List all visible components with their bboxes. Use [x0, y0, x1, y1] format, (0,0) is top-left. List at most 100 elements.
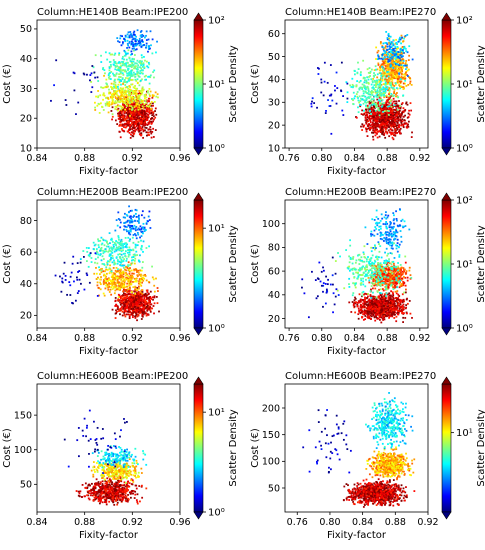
data-point [390, 72, 392, 75]
data-point [137, 306, 139, 309]
data-point [368, 112, 371, 115]
data-point [388, 37, 391, 40]
data-point [118, 76, 120, 78]
data-point [115, 69, 118, 71]
data-point [358, 81, 361, 84]
data-point [397, 311, 400, 314]
data-point [406, 124, 409, 127]
data-point [406, 69, 409, 72]
data-point [387, 119, 390, 122]
data-point [128, 112, 130, 115]
data-point [368, 116, 370, 119]
data-point [143, 295, 146, 298]
data-point [401, 49, 404, 51]
data-point [140, 64, 143, 66]
data-point [380, 129, 383, 132]
data-point [128, 123, 131, 126]
data-point [120, 65, 122, 67]
data-point [144, 115, 147, 118]
data-point [394, 47, 397, 50]
data-point [148, 45, 150, 47]
data-point [120, 119, 123, 122]
data-point [384, 56, 386, 59]
data-point [65, 104, 68, 106]
data-point [123, 243, 126, 245]
data-point [144, 126, 147, 129]
data-point [134, 103, 136, 106]
data-point [359, 86, 362, 89]
data-point [119, 118, 122, 121]
data-point [123, 222, 126, 224]
data-point [370, 115, 373, 118]
data-point [106, 58, 109, 61]
data-point [359, 100, 362, 102]
x-tick-label: 0.84 [26, 153, 47, 164]
data-point [125, 58, 128, 61]
data-point [124, 70, 126, 73]
data-point [361, 88, 364, 90]
data-point [96, 262, 99, 265]
data-point [120, 108, 123, 111]
data-point [378, 78, 380, 81]
data-point [136, 99, 138, 101]
data-point [139, 110, 142, 113]
data-point [389, 51, 392, 54]
data-point [365, 108, 368, 111]
data-point [358, 101, 361, 104]
data-point [151, 296, 154, 299]
data-point [114, 262, 117, 265]
data-point [394, 109, 397, 112]
data-point [387, 60, 390, 63]
data-point [100, 276, 102, 278]
data-point [364, 114, 367, 117]
data-point [109, 254, 112, 257]
data-point [122, 216, 125, 219]
data-point [125, 303, 128, 306]
data-point [388, 60, 391, 63]
data-point [390, 112, 392, 114]
data-point [378, 99, 380, 102]
data-point [111, 284, 114, 287]
data-point [102, 239, 105, 242]
data-point [118, 89, 121, 92]
data-point [100, 269, 103, 272]
data-point [153, 101, 156, 103]
data-point [95, 272, 98, 275]
data-point [136, 59, 139, 62]
data-point [136, 319, 138, 322]
data-point [127, 230, 130, 232]
data-point [378, 57, 381, 60]
data-point [137, 233, 140, 236]
data-point [395, 77, 398, 80]
data-point [139, 70, 142, 72]
data-point [385, 65, 387, 67]
data-point [399, 68, 401, 71]
data-point [131, 79, 134, 81]
data-point [359, 105, 362, 108]
data-point [119, 72, 122, 75]
data-point [119, 34, 122, 37]
data-point [117, 253, 120, 256]
data-point [110, 280, 113, 282]
data-point [106, 241, 108, 244]
data-point [390, 76, 393, 79]
data-point [391, 119, 394, 122]
data-point [142, 115, 145, 118]
data-point [366, 76, 369, 79]
data-point [109, 253, 112, 256]
data-point [402, 60, 405, 62]
data-point [130, 276, 133, 279]
data-point [140, 60, 143, 63]
data-point [126, 39, 129, 42]
data-point [147, 308, 150, 311]
data-point [134, 233, 136, 235]
data-point [99, 254, 102, 257]
data-point [128, 128, 130, 131]
data-point [111, 251, 114, 254]
data-point [117, 109, 119, 112]
data-point [116, 37, 119, 39]
data-point [398, 77, 400, 80]
data-point [126, 98, 128, 101]
data-point [119, 261, 122, 264]
data-point [129, 225, 132, 228]
